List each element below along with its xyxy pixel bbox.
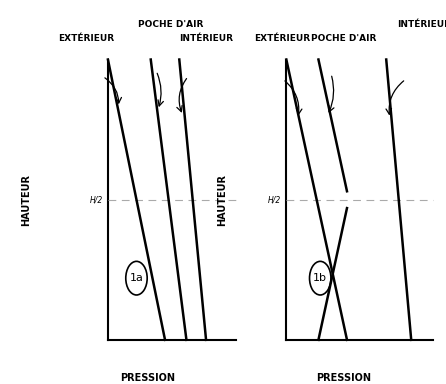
Text: HAUTEUR: HAUTEUR — [21, 174, 31, 226]
Text: INTÉRIEUR: INTÉRIEUR — [397, 20, 446, 29]
Text: 1a: 1a — [129, 273, 144, 283]
Text: INTÉRIEUR: INTÉRIEUR — [179, 34, 233, 43]
Text: HAUTEUR: HAUTEUR — [217, 174, 227, 226]
Text: EXTÉRIEUR: EXTÉRIEUR — [254, 34, 310, 43]
Text: EXTÉRIEUR: EXTÉRIEUR — [58, 34, 114, 43]
Text: 1b: 1b — [313, 273, 327, 283]
Text: POCHE D'AIR: POCHE D'AIR — [311, 34, 377, 43]
Text: POCHE D'AIR: POCHE D'AIR — [138, 20, 204, 29]
Text: PRESSION: PRESSION — [316, 374, 371, 384]
Text: H/2: H/2 — [268, 195, 281, 204]
Text: PRESSION: PRESSION — [120, 374, 175, 384]
Text: H/2: H/2 — [89, 195, 103, 204]
